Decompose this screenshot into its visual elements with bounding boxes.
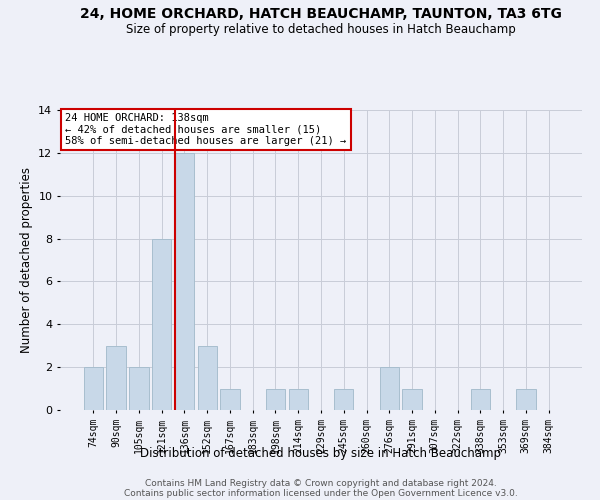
Bar xyxy=(220,388,239,410)
Bar xyxy=(197,346,217,410)
Bar xyxy=(516,388,536,410)
Y-axis label: Number of detached properties: Number of detached properties xyxy=(20,167,32,353)
Bar xyxy=(380,367,399,410)
Bar xyxy=(129,367,149,410)
Bar xyxy=(84,367,103,410)
Bar xyxy=(289,388,308,410)
Text: Contains HM Land Registry data © Crown copyright and database right 2024.: Contains HM Land Registry data © Crown c… xyxy=(145,478,497,488)
Text: 24 HOME ORCHARD: 138sqm
← 42% of detached houses are smaller (15)
58% of semi-de: 24 HOME ORCHARD: 138sqm ← 42% of detache… xyxy=(65,113,346,146)
Text: Size of property relative to detached houses in Hatch Beauchamp: Size of property relative to detached ho… xyxy=(126,22,516,36)
Bar xyxy=(266,388,285,410)
Text: Contains public sector information licensed under the Open Government Licence v3: Contains public sector information licen… xyxy=(124,488,518,498)
Bar xyxy=(470,388,490,410)
Text: Distribution of detached houses by size in Hatch Beauchamp: Distribution of detached houses by size … xyxy=(140,448,502,460)
Text: 24, HOME ORCHARD, HATCH BEAUCHAMP, TAUNTON, TA3 6TG: 24, HOME ORCHARD, HATCH BEAUCHAMP, TAUNT… xyxy=(80,8,562,22)
Bar xyxy=(106,346,126,410)
Bar xyxy=(334,388,353,410)
Bar xyxy=(152,238,172,410)
Bar xyxy=(403,388,422,410)
Bar xyxy=(175,153,194,410)
